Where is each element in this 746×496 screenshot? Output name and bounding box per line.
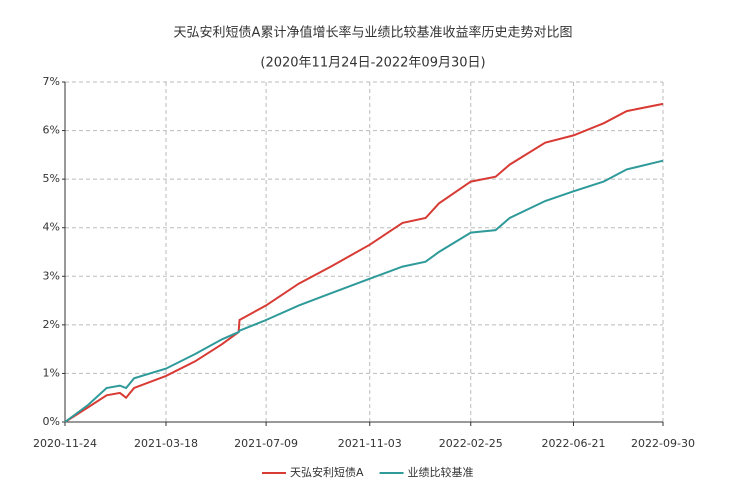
y-tick-label: 0% xyxy=(43,415,60,428)
x-tick-label: 2020-11-24 xyxy=(33,437,97,450)
chart-title: 天弘安利短债A累计净值增长率与业绩比较基准收益率历史走势对比图 xyxy=(174,25,573,41)
x-tick-label: 2022-09-30 xyxy=(631,437,695,450)
x-tick-label: 2022-02-25 xyxy=(439,437,503,450)
y-tick-label: 2% xyxy=(43,318,60,331)
x-tick-label: 2021-07-09 xyxy=(234,437,298,450)
y-tick-label: 5% xyxy=(43,172,60,185)
series-line xyxy=(64,102,664,423)
chart-subtitle: (2020年11月24日-2022年09月30日) xyxy=(260,56,485,71)
y-tick-label: 3% xyxy=(43,269,60,282)
x-tick-label: 2021-03-18 xyxy=(134,437,198,450)
legend-label: 天弘安利短债A xyxy=(290,465,364,479)
y-tick-label: 6% xyxy=(43,124,60,137)
x-tick-label: 2022-06-21 xyxy=(542,437,606,450)
series-line xyxy=(64,159,664,423)
y-tick-label: 7% xyxy=(43,75,60,88)
legend-label: 业绩比较基准 xyxy=(408,465,474,479)
y-tick-label: 1% xyxy=(43,366,60,379)
y-tick-label: 4% xyxy=(43,221,60,234)
x-tick-label: 2021-11-03 xyxy=(338,437,402,450)
